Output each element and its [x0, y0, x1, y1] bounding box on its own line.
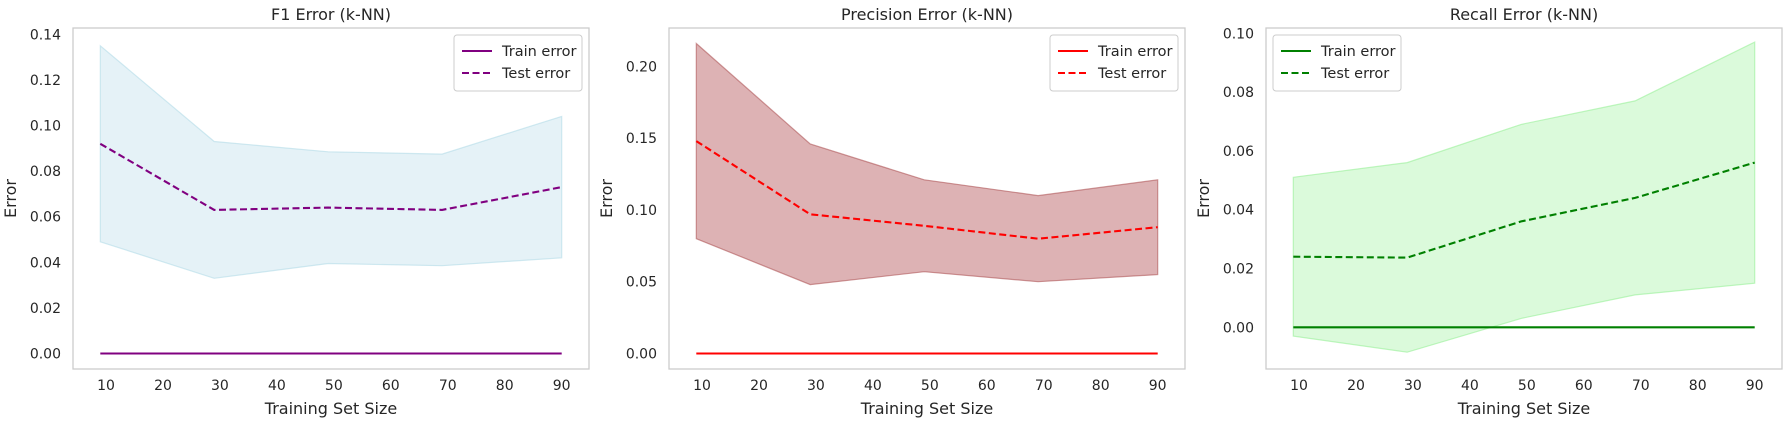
chart-panel-3: 10 20 30 40 50 60 70 80 90 0.00 0.02 0.04 0.06 0.08 0.… — [1194, 5, 1783, 418]
plot-frame — [72, 27, 590, 370]
x-tick-label: 50 — [921, 378, 939, 394]
x-tick-label: 30 — [211, 378, 229, 394]
y-tick-label: 0.10 — [1223, 26, 1254, 42]
chart-panel-1: 10 20 30 40 50 60 70 80 90 0.00 0.02 0.04 0.06 0.08 0.… — [1, 5, 590, 418]
chart-title: Recall Error (k-NN) — [1450, 5, 1598, 24]
y-tick-label: 0.05 — [626, 275, 657, 291]
x-tick-label: 20 — [750, 378, 768, 394]
x-tick-label: 80 — [496, 378, 514, 394]
x-tick-label: 60 — [978, 378, 996, 394]
x-tick-label: 10 — [97, 378, 115, 394]
x-tick-label: 30 — [807, 378, 825, 394]
chart-title: Precision Error (k-NN) — [841, 5, 1013, 24]
y-tick-label: 0.10 — [626, 203, 657, 219]
plot-frame — [1265, 27, 1783, 370]
legend-box — [1272, 34, 1402, 92]
y-tick-label: 0.12 — [30, 73, 61, 89]
test-error-line — [695, 140, 1158, 240]
y-tick-label: 0.06 — [30, 210, 61, 226]
legend-label: Train error — [1097, 44, 1173, 60]
y-tick-label: 0.06 — [1223, 144, 1254, 160]
y-tick-label: 0.04 — [1223, 203, 1254, 219]
x-tick-label: 70 — [439, 378, 457, 394]
legend-label: Train error — [1320, 44, 1396, 60]
chart-title: F1 Error (k-NN) — [271, 5, 391, 24]
x-tick-label: 60 — [1575, 378, 1593, 394]
y-tick-label: 0.08 — [1223, 85, 1254, 101]
x-tick-label: 50 — [1518, 378, 1536, 394]
y-tick-label: 0.02 — [1223, 261, 1254, 277]
x-tick-label: 70 — [1035, 378, 1053, 394]
x-tick-label: 80 — [1689, 378, 1707, 394]
x-tick-label: 30 — [1404, 378, 1422, 394]
y-tick-label: 0.20 — [626, 59, 657, 75]
x-tick-label: 10 — [693, 378, 711, 394]
y-tick-label: 0.00 — [1223, 320, 1254, 336]
y-tick-label: 0.14 — [30, 27, 61, 43]
x-tick-label: 40 — [864, 378, 882, 394]
legend: Train error Test error — [1272, 34, 1402, 92]
y-axis-label: Error — [597, 179, 616, 218]
legend-label: Test error — [1320, 66, 1389, 82]
test-error-line — [99, 142, 562, 211]
x-tick-label: 10 — [1290, 378, 1308, 394]
error-band — [99, 44, 563, 279]
legend-label: Test error — [1097, 66, 1166, 82]
test-error-line — [1293, 161, 1755, 259]
x-axis-label: Training Set Size — [1457, 399, 1590, 418]
x-tick-label: 60 — [382, 378, 400, 394]
y-tick-label: 0.00 — [30, 347, 61, 363]
x-tick-label: 90 — [1149, 378, 1167, 394]
x-tick-label: 40 — [268, 378, 286, 394]
plot-frame — [668, 27, 1186, 370]
chart-panel-2: 10 20 30 40 50 60 70 80 90 0.00 0.05 0.10 0.15 0.20 Pr… — [597, 5, 1186, 418]
x-tick-label: 90 — [553, 378, 571, 394]
legend-box — [453, 34, 583, 92]
y-tick-label: 0.08 — [30, 164, 61, 180]
x-axis-label: Training Set Size — [264, 399, 397, 418]
error-band — [1292, 41, 1756, 353]
x-tick-label: 50 — [325, 378, 343, 394]
error-band — [695, 42, 1159, 286]
legend: Train error Test error — [1049, 34, 1179, 92]
legend-box — [1049, 34, 1179, 92]
x-tick-label: 40 — [1461, 378, 1479, 394]
x-tick-label: 20 — [1347, 378, 1365, 394]
y-axis-label: Error — [1194, 179, 1213, 218]
y-tick-label: 0.02 — [30, 301, 61, 317]
y-tick-label: 0.15 — [626, 131, 657, 147]
x-axis-label: Training Set Size — [860, 399, 993, 418]
x-tick-label: 80 — [1092, 378, 1110, 394]
legend-label: Train error — [501, 44, 577, 60]
x-tick-label: 20 — [154, 378, 172, 394]
y-axis-label: Error — [1, 179, 20, 218]
y-tick-label: 0.10 — [30, 119, 61, 135]
legend-label: Test error — [501, 66, 570, 82]
x-tick-label: 90 — [1746, 378, 1764, 394]
legend: Train error Test error — [453, 34, 583, 92]
x-tick-label: 70 — [1632, 378, 1650, 394]
y-tick-label: 0.04 — [30, 255, 61, 271]
y-tick-label: 0.00 — [626, 347, 657, 363]
